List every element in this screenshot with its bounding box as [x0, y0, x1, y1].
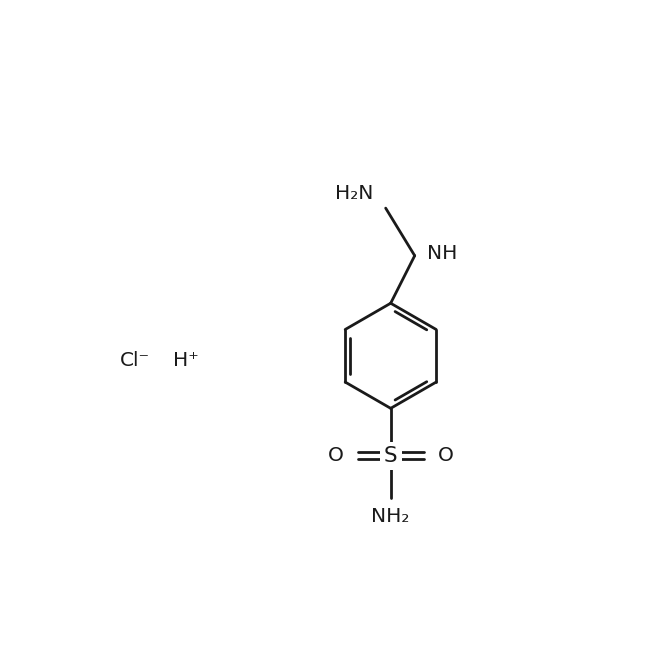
- Text: S: S: [384, 446, 398, 466]
- Text: NH: NH: [427, 244, 458, 263]
- Text: NH₂: NH₂: [372, 508, 410, 526]
- Text: O: O: [437, 447, 454, 465]
- Text: O: O: [328, 447, 344, 465]
- Text: Cl⁻: Cl⁻: [120, 351, 151, 370]
- Text: H₂N: H₂N: [335, 184, 373, 203]
- Text: H⁺: H⁺: [173, 351, 198, 370]
